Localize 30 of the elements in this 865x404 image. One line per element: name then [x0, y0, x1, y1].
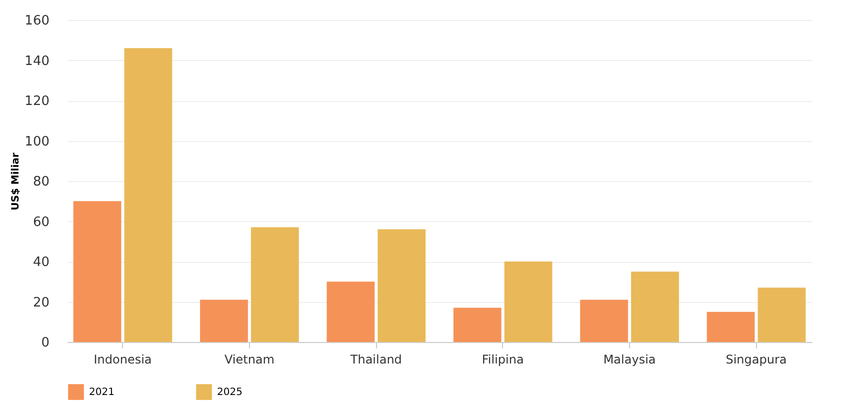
y-tick-label: 100: [24, 134, 50, 150]
y-tick-label: 140: [24, 54, 50, 69]
y-tick-label: 0: [41, 336, 50, 350]
bar: [504, 262, 552, 342]
bar: [250, 227, 299, 342]
bar: [73, 201, 122, 342]
bar: [758, 288, 806, 342]
bar: [378, 229, 426, 342]
y-tick-label: 120: [24, 94, 50, 109]
y-tick-label: 60: [32, 214, 50, 230]
legend-label: 2021: [89, 387, 114, 398]
bar: [631, 272, 679, 342]
bar: [326, 282, 375, 342]
bar: [124, 48, 172, 342]
y-axis-title: US$ Miliar: [10, 152, 22, 210]
y-tick-label: 80: [32, 174, 50, 190]
legend-label: 2025: [217, 387, 242, 398]
bar: [580, 300, 628, 342]
x-tick-label: Filipina: [482, 352, 524, 366]
bar: [453, 308, 502, 342]
bar: [200, 300, 248, 342]
x-tick-label: Vietnam: [224, 352, 274, 366]
bar: [706, 312, 755, 342]
x-tick-label: Malaysia: [603, 352, 656, 366]
x-tick-label: Singapura: [726, 352, 787, 366]
y-tick-label: 40: [32, 255, 50, 270]
y-tick-label: 20: [32, 295, 50, 310]
x-tick-label: Indonesia: [94, 352, 152, 366]
y-tick-label: 160: [24, 14, 50, 28]
x-tick-label: Thailand: [349, 352, 402, 366]
